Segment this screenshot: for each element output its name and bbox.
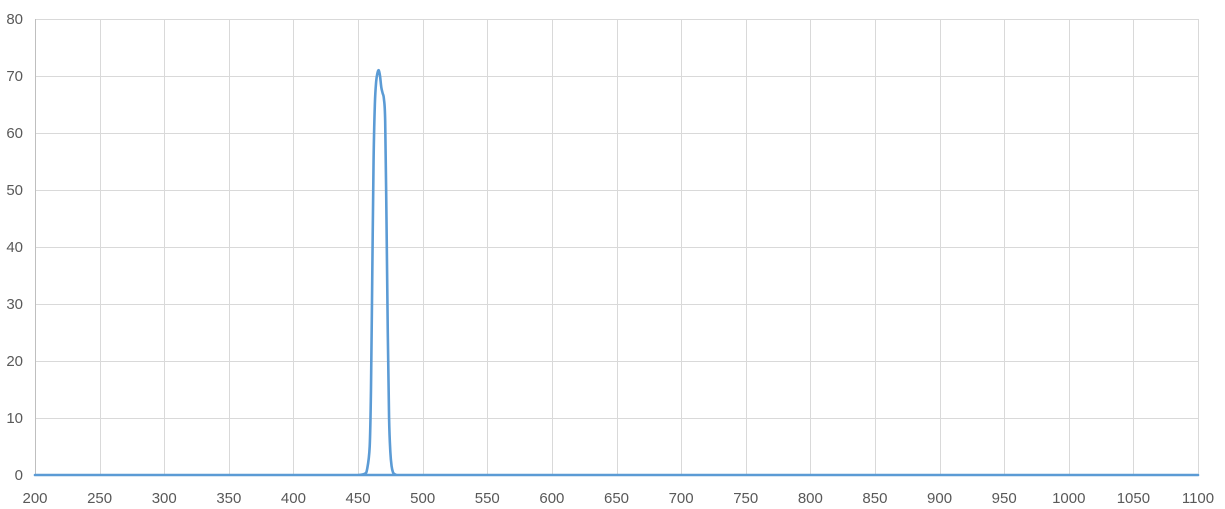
x-tick-labels: 200 250 300 350 400 450 500 550 600 650 700 750 800 8… [22,490,1214,507]
y-tick-label: 30 [6,296,23,313]
x-tick-label: 400 [281,490,306,507]
x-tick-label: 800 [798,490,823,507]
x-tick-label: 950 [992,490,1017,507]
x-tick-label: 750 [733,490,758,507]
y-tick-label: 80 [6,11,23,28]
grid-lines [35,19,1199,475]
y-tick-labels: 0 10 20 30 40 50 60 70 80 [6,11,23,484]
x-tick-label: 350 [216,490,241,507]
x-tick-label: 200 [22,490,47,507]
series-group [33,68,1200,477]
x-tick-label: 1100 [1182,490,1214,507]
x-tick-label: 500 [410,490,435,507]
x-tick-label: 450 [346,490,371,507]
x-tick-label: 700 [669,490,694,507]
x-tick-label: 1000 [1052,490,1085,507]
y-tick-label: 40 [6,239,23,256]
series-line [33,68,1200,477]
y-tick-label: 20 [6,353,23,370]
y-tick-label: 60 [6,125,23,142]
x-tick-label: 850 [862,490,887,507]
x-tick-label: 600 [539,490,564,507]
y-tick-label: 50 [6,182,23,199]
x-tick-label: 900 [927,490,952,507]
x-tick-label: 250 [87,490,112,507]
y-tick-label: 0 [15,467,23,484]
x-tick-label: 650 [604,490,629,507]
x-tick-label: 1050 [1117,490,1150,507]
y-tick-label: 70 [6,68,23,85]
x-tick-label: 300 [152,490,177,507]
y-tick-label: 10 [6,410,23,427]
x-tick-label: 550 [475,490,500,507]
